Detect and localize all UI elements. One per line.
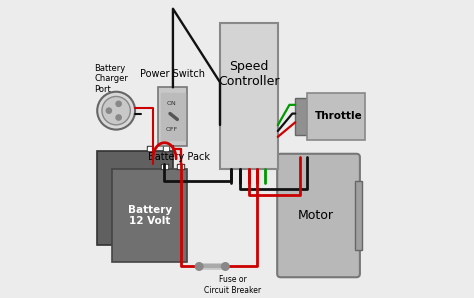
FancyBboxPatch shape [307,93,365,140]
Text: Battery
12 Volt: Battery 12 Volt [128,205,172,226]
Text: Speed
Controller: Speed Controller [218,60,279,88]
Bar [164,147,168,150]
Circle shape [195,263,203,270]
Circle shape [116,101,121,106]
FancyBboxPatch shape [112,169,188,262]
FancyBboxPatch shape [219,23,278,169]
FancyBboxPatch shape [97,151,173,245]
Text: Battery
Charger
Port: Battery Charger Port [94,64,128,94]
Bar [148,147,152,150]
Bar [179,165,182,168]
Circle shape [106,108,111,113]
FancyBboxPatch shape [295,97,313,135]
Bar [163,146,169,151]
Text: Motor: Motor [298,209,334,222]
Text: ON: ON [166,101,176,106]
Circle shape [102,97,130,125]
Circle shape [97,92,135,130]
Text: OFF: OFF [165,127,178,132]
FancyBboxPatch shape [158,87,188,146]
Bar [355,181,362,250]
FancyBboxPatch shape [277,154,360,277]
Text: Throttle: Throttle [315,111,363,122]
Bar [161,93,184,140]
Text: Battery Pack: Battery Pack [148,152,210,162]
Text: Power Switch: Power Switch [140,69,205,79]
Bar [163,165,166,168]
Bar [147,146,153,151]
Text: Fuse or
Circuit Breaker: Fuse or Circuit Breaker [204,275,261,295]
Bar [177,164,184,169]
Bar [161,164,168,169]
Circle shape [221,263,229,270]
Circle shape [116,115,121,120]
